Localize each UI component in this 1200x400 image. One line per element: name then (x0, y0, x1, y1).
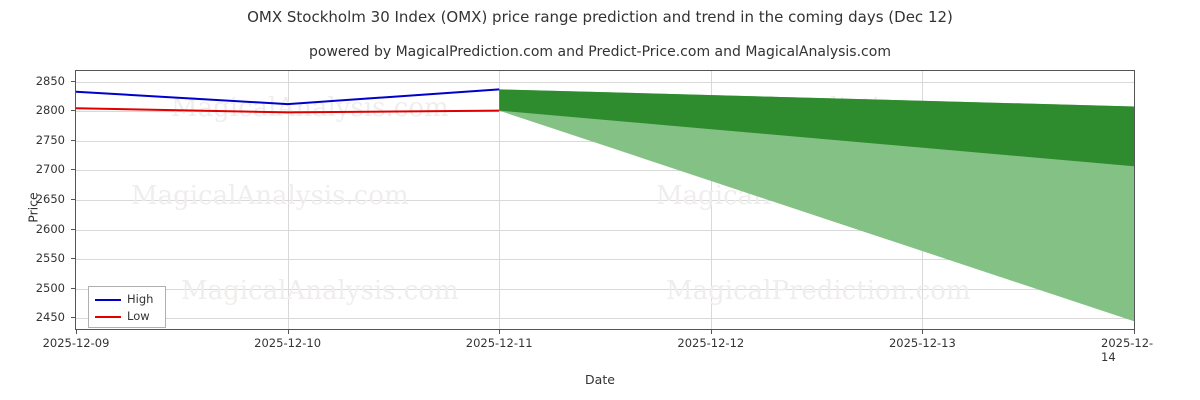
x-tick-mark (287, 330, 289, 334)
x-tick-label: 2025-12-14 (1101, 336, 1154, 364)
y-gridline (76, 229, 1134, 231)
y-tick-mark (71, 199, 75, 200)
legend-swatch-high (95, 299, 121, 301)
y-tick-label: 2500 (35, 280, 65, 295)
y-tick-label: 2450 (35, 310, 65, 325)
legend-swatch-low (95, 316, 121, 318)
series-line-high (76, 88, 500, 106)
series-layer (76, 88, 1134, 322)
inner-range-band (499, 89, 1134, 167)
x-axis-label: Date (585, 372, 615, 387)
legend-label-low: Low (127, 309, 150, 323)
y-tick-label: 2550 (35, 251, 65, 266)
y-tick-label: 2800 (35, 103, 65, 118)
x-gridline (287, 71, 289, 329)
y-tick-mark (71, 169, 75, 171)
y-gridline (76, 259, 1134, 261)
y-gridline (76, 170, 1134, 172)
y-tick-mark (71, 228, 75, 230)
y-tick-label: 2850 (35, 73, 65, 88)
chart-title: OMX Stockholm 30 Index (OMX) price range… (247, 8, 953, 26)
x-tick-label: 2025-12-13 (888, 336, 956, 350)
x-gridline (710, 71, 712, 329)
chart-subtitle: powered by MagicalPrediction.com and Pre… (309, 44, 891, 60)
x-tick-mark (499, 330, 501, 334)
x-tick-mark (922, 330, 924, 334)
x-tick-label: 2025-12-11 (465, 336, 533, 350)
x-tick-mark (76, 330, 77, 334)
y-gridline (76, 81, 1134, 83)
y-tick-label: 2650 (35, 192, 65, 206)
plot-area: MagicalAnalysis.comMagicalPrediction.com… (75, 70, 1135, 330)
y-tick-mark (71, 317, 75, 319)
y-tick-mark (71, 80, 75, 82)
y-tick-label: 2750 (35, 132, 65, 147)
y-tick-mark (71, 139, 75, 141)
x-tick-mark (1134, 330, 1135, 334)
y-tick-mark (71, 110, 75, 112)
y-tick-mark (71, 258, 75, 260)
y-gridline (76, 318, 1134, 320)
x-tick-label: 2025-12-10 (254, 336, 322, 350)
x-tick-label: 2025-12-09 (42, 336, 110, 350)
y-tick-label: 2700 (35, 162, 65, 177)
x-gridline (499, 71, 501, 329)
series-line-low (76, 107, 500, 114)
y-tick-label: 2600 (35, 221, 65, 236)
x-tick-mark (710, 330, 712, 334)
x-tick-label: 2025-12-12 (677, 336, 745, 350)
y-gridline (76, 200, 1134, 201)
legend-label-high: High (127, 292, 154, 306)
y-gridline (76, 288, 1134, 290)
chart-legend: High Low (88, 286, 166, 328)
y-tick-mark (71, 287, 75, 289)
